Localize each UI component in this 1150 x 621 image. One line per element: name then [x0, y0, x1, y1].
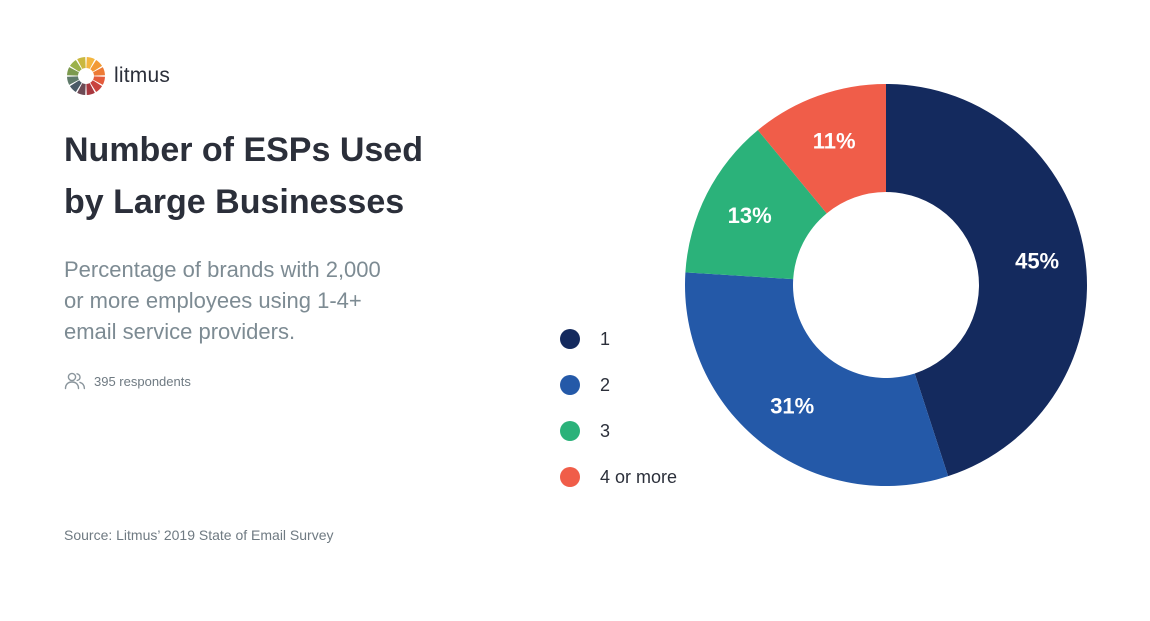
slice-value-label-2: 31% [770, 393, 814, 418]
slice-value-label-4-or-more: 11% [813, 129, 856, 154]
slice-value-label-1: 45% [1015, 249, 1059, 274]
slice-value-label-3: 13% [728, 203, 772, 228]
donut-slice-2 [685, 272, 948, 486]
